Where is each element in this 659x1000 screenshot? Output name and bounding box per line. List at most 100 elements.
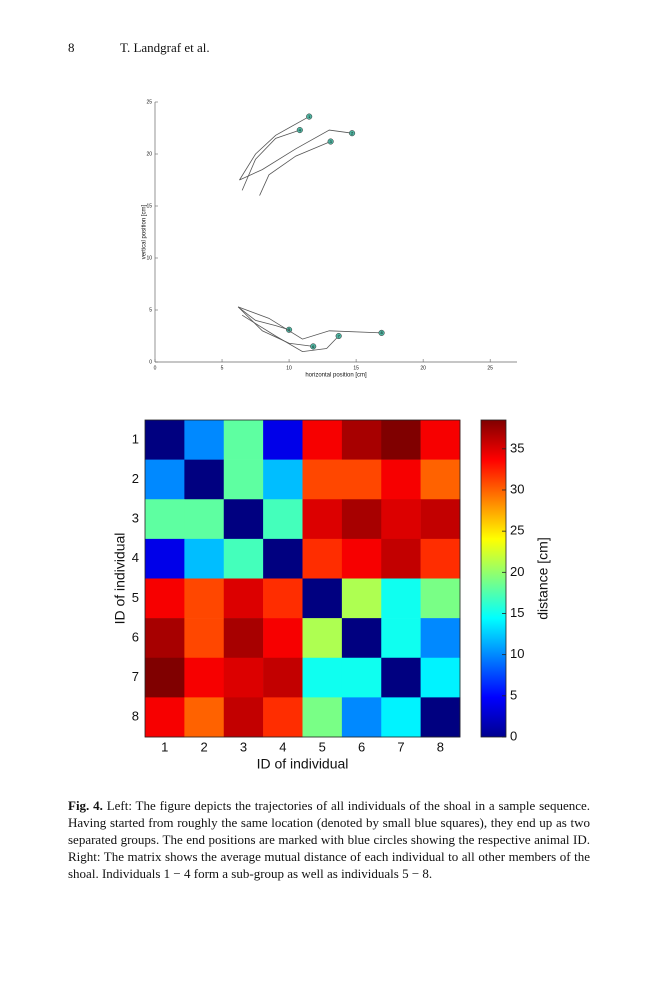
- heatmap-cell: [341, 420, 382, 460]
- end-marker: [378, 329, 385, 336]
- heatmap-cell: [341, 499, 382, 540]
- heatmap-cell: [420, 459, 461, 500]
- heatmap-cell: [302, 578, 343, 619]
- colorbar-label: distance [cm]: [535, 537, 551, 619]
- trajectory: [241, 314, 339, 353]
- heatmap-cell: [381, 697, 421, 738]
- heatmap-cell: [420, 538, 461, 579]
- caption: Fig. 4. Left: The figure depicts the tra…: [68, 797, 590, 882]
- heatmap-cell: [302, 459, 343, 500]
- heatmap-cell: [302, 538, 343, 579]
- end-label: 4: [299, 127, 302, 132]
- y-tick-label: 7: [132, 669, 139, 684]
- x-tick-label: 2: [200, 739, 207, 754]
- y-tick-label: 3: [132, 511, 139, 526]
- plot-frame: [144, 419, 461, 738]
- heatmap-cell: [145, 459, 185, 500]
- heatmap-cell: [184, 578, 225, 619]
- heatmap-cell: [263, 459, 303, 500]
- end-marker: [335, 332, 342, 340]
- heatmap-cell: [341, 657, 382, 698]
- end-label: 2: [351, 131, 354, 136]
- heatmap-cell: [184, 420, 225, 460]
- heatmap-cell: [145, 499, 185, 540]
- x-tick-label: 0: [154, 365, 157, 371]
- heatmap-cell: [223, 538, 264, 579]
- heatmap-cell: [341, 697, 382, 738]
- heatmap-cell: [302, 657, 343, 698]
- heatmap-cell: [184, 697, 225, 738]
- x-tick-label: 5: [221, 365, 224, 371]
- trajectory: [241, 129, 300, 191]
- end-label: 1: [308, 114, 311, 119]
- trajectory: [239, 129, 353, 181]
- trajectory: [237, 306, 290, 331]
- x-tick-label: 15: [353, 365, 359, 371]
- heatmap-cell: [420, 657, 461, 698]
- end-label: 7: [338, 333, 341, 338]
- end-marker: [306, 113, 313, 120]
- heatmap-cell: [145, 697, 185, 738]
- heatmap-cell: [341, 538, 382, 579]
- heatmap-cell: [302, 618, 343, 659]
- colorbar: [480, 419, 507, 738]
- heatmap-cell: [341, 618, 382, 659]
- trajectory: [237, 306, 382, 340]
- colorbar-tick-label: 25: [510, 523, 524, 538]
- end-marker: [310, 343, 317, 350]
- trajectory: [259, 141, 331, 196]
- end-label: 3: [330, 139, 333, 144]
- colorbar-tick-label: 15: [510, 605, 524, 620]
- heatmap-cell: [184, 499, 225, 540]
- heatmap-cell: [223, 420, 264, 460]
- colorbar-tick-label: 35: [510, 440, 524, 455]
- x-tick-label: 8: [437, 739, 444, 754]
- y-axis-label: vertical position [cm]: [142, 204, 148, 259]
- end-label: 8: [380, 330, 383, 335]
- heatmap-cell: [145, 420, 185, 460]
- x-tick-label: 7: [397, 739, 404, 754]
- heatmap-cell: [263, 618, 303, 659]
- heatmap-cell: [145, 578, 185, 619]
- x-tick-label: 25: [487, 365, 493, 371]
- end-marker: [296, 127, 303, 134]
- colorbar-tick-label: 20: [510, 564, 524, 579]
- heatmap-cell: [263, 657, 303, 698]
- heatmap-cell: [223, 618, 264, 659]
- caption-text: Left: The figure depicts the trajectorie…: [68, 798, 591, 881]
- colorbar-tick-label: 30: [510, 481, 524, 496]
- x-tick-label: 3: [240, 739, 247, 754]
- heatmap-cell: [381, 618, 421, 659]
- y-tick-label: 5: [149, 307, 152, 313]
- heatmap-cell: [263, 697, 303, 738]
- y-tick-label: 6: [132, 629, 139, 644]
- x-tick-label: 4: [279, 739, 286, 754]
- page-number: 8: [68, 40, 75, 55]
- end-marker: [327, 138, 334, 145]
- heatmap-cell: [302, 499, 343, 540]
- y-tick-label: 1: [132, 431, 139, 446]
- heatmap-cell: [263, 538, 303, 579]
- x-tick-label: 20: [420, 365, 426, 371]
- x-tick-label: 6: [358, 739, 365, 754]
- heatmap-cell: [263, 578, 303, 619]
- y-tick-label: 8: [132, 709, 139, 724]
- heatmap-cell: [381, 657, 421, 698]
- heatmap-cell: [302, 420, 343, 460]
- heatmap-cell: [420, 697, 461, 738]
- colorbar-tick-label: 10: [510, 646, 524, 661]
- colorbar-tick-label: 5: [510, 687, 517, 702]
- trajectory: [237, 306, 314, 347]
- heatmap-cell: [381, 499, 421, 540]
- heatmap-cell: [145, 657, 185, 698]
- heatmap-cell: [184, 657, 225, 698]
- colorbar-tick-label: 0: [510, 728, 517, 743]
- heatmap-cell: [223, 578, 264, 619]
- heatmap-cell: [223, 657, 264, 698]
- heatmap-cell: [184, 618, 225, 659]
- x-axis-label: ID of individual: [257, 756, 349, 772]
- y-tick-label: 2: [132, 471, 139, 486]
- heatmap-cell: [341, 578, 382, 619]
